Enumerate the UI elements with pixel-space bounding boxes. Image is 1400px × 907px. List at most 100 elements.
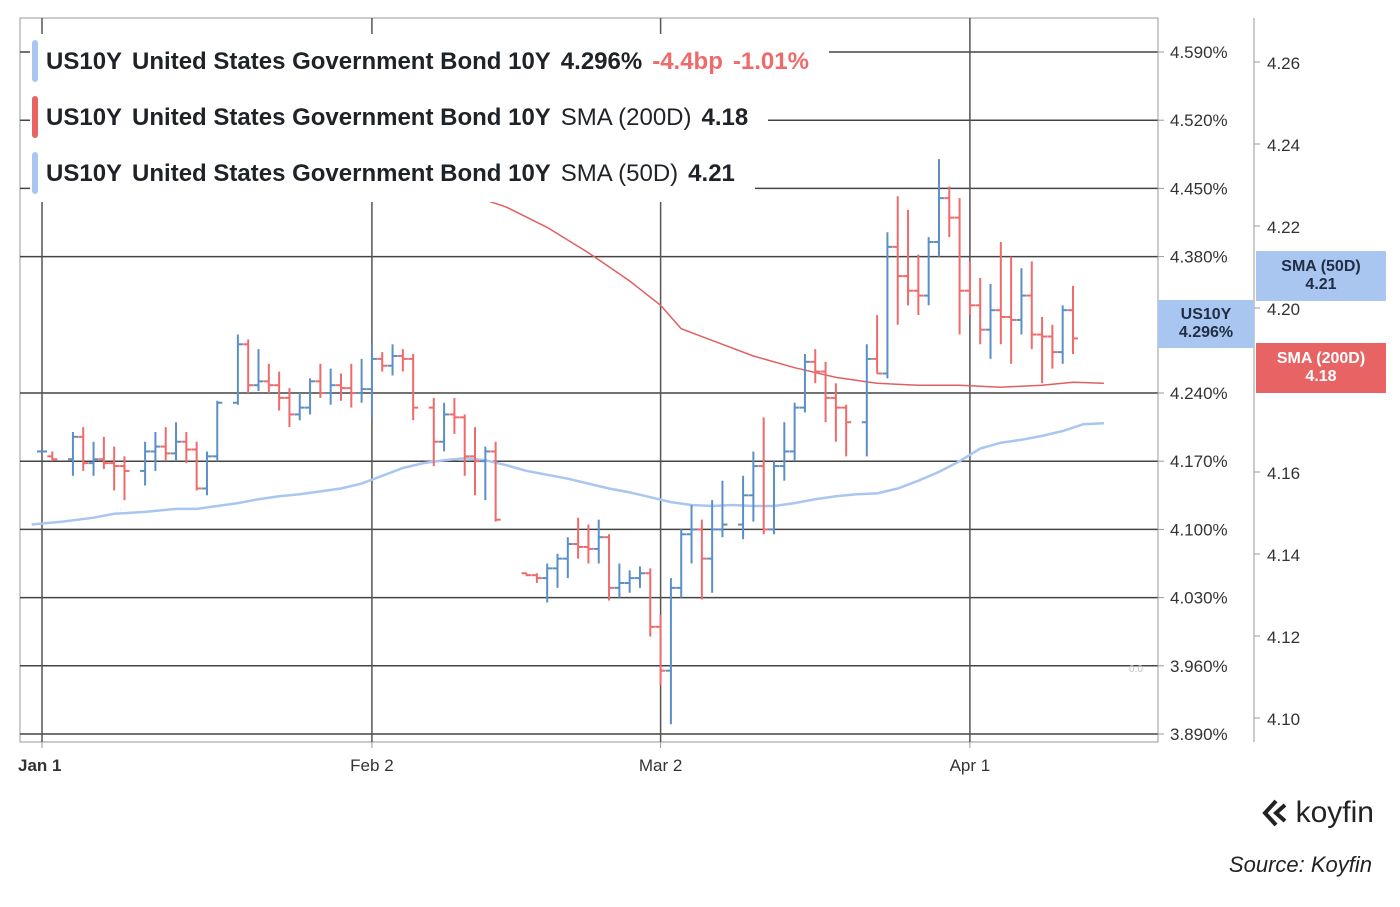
ohlc-bar (191, 441, 202, 491)
sma200-badge: SMA (200D) 4.18 (1256, 343, 1386, 393)
ohlc-bar (1016, 268, 1027, 335)
ohlc-bar (1006, 256, 1017, 364)
ohlc-bar (604, 534, 615, 601)
legend-name: United States Government Bond 10Y (132, 48, 551, 75)
ohlc-bar (655, 615, 666, 686)
legend-study: SMA (200D) (560, 104, 692, 131)
ohlc-bar (531, 573, 542, 583)
x-tick-label: Jan 1 (18, 756, 61, 775)
ohlc-bar (98, 436, 109, 469)
ohlc-bar (1057, 305, 1068, 364)
ohlc-bar (892, 196, 903, 325)
ohlc-bar (67, 431, 78, 476)
ohlc-bar (335, 373, 346, 401)
x-tick-label: Mar 2 (639, 756, 682, 775)
ohlc-bar (253, 349, 264, 392)
ohlc-bar (758, 417, 769, 535)
ohlc-bar (686, 505, 697, 564)
ohlc-bar (428, 397, 439, 467)
last-price-badge: US10Y 4.296% (1158, 300, 1254, 348)
legend-row-sma50[interactable]: US10Y United States Government Bond 10Y … (30, 146, 755, 202)
ohlc-bar (676, 529, 687, 598)
y-left-tick-label: 4.380% (1170, 248, 1228, 267)
ohlc-bar (665, 578, 676, 725)
brand-name: koyfin (1295, 796, 1374, 829)
ohlc-bar (521, 572, 532, 577)
y-right-tick-label: 4.14 (1267, 546, 1300, 565)
y-left-tick-label: 4.170% (1170, 452, 1228, 471)
ohlc-bar (212, 400, 223, 462)
chart-axes: 4.590% 4.520% 4.450% 4.380% 4.240% 4.170% 4.10… (18, 18, 1300, 775)
ohlc-bar (397, 349, 408, 372)
badge-value: 4.18 (1305, 368, 1337, 385)
ohlc-bar (903, 209, 914, 306)
ohlc-bar (933, 159, 944, 257)
ohlc-bar (470, 427, 481, 496)
ohlc-bar (944, 186, 955, 238)
ohlc-bar (439, 402, 450, 452)
ohlc-bar (1047, 324, 1058, 369)
y-left-tick-label: 3.890% (1170, 725, 1228, 744)
sma50-path (31, 421, 1104, 526)
ohlc-bar (562, 537, 573, 579)
ohlc-bar (315, 363, 326, 398)
ohlc-bar (799, 354, 810, 413)
ohlc-bar (696, 519, 707, 600)
legend-study: SMA (50D) (560, 160, 679, 187)
ohlc-bar (810, 349, 821, 384)
legend-symbol: US10Y (46, 48, 123, 75)
ohlc-bar (459, 414, 470, 476)
ohlc-bar (1068, 285, 1078, 355)
ohlc-bar (387, 344, 398, 376)
koyfin-mark-icon (1261, 799, 1286, 827)
ohlc-bar (789, 402, 800, 462)
ohlc-bar (243, 339, 254, 393)
koyfin-logo[interactable]: koyfin (1261, 796, 1374, 830)
ohlc-bar (645, 568, 656, 637)
ohlc-bar (88, 441, 99, 476)
ohlc-bar (47, 451, 58, 462)
ohlc-bar (872, 315, 883, 375)
y-right-tick-label: 4.20 (1267, 300, 1300, 319)
ohlc-bar (325, 368, 336, 405)
ohlc-bar (377, 352, 388, 372)
ohlc-bar (201, 451, 212, 496)
ohlc-bar (748, 451, 759, 522)
ohlc-bar (346, 363, 357, 408)
ohlc-bar (634, 566, 645, 588)
ohlc-bar (593, 519, 604, 564)
ohlc-bar (294, 393, 305, 421)
y-left-tick-label: 4.030% (1170, 589, 1228, 608)
y-left-tick-label: 4.100% (1170, 520, 1228, 539)
source-note: Source: Koyfin (1228, 852, 1372, 877)
y-left-tick-label: 4.590% (1170, 43, 1228, 62)
sma50-badge: SMA (50D) 4.21 (1256, 251, 1386, 301)
legend-swatch-price (32, 40, 38, 82)
ohlc-bar (779, 422, 790, 481)
y-right-tick-label: 4.24 (1267, 136, 1300, 155)
ohlc-bar (449, 397, 460, 434)
badge-label: SMA (50D) (1281, 258, 1361, 275)
ohlc-bar (841, 404, 852, 457)
legend-change-pct: -1.01% (732, 48, 809, 75)
y-left-tick-label: 3.960% (1170, 657, 1228, 676)
ohlc-bar (975, 278, 986, 345)
y-right-tick-label: 4.16 (1267, 464, 1300, 483)
ohlc-bar (408, 354, 419, 421)
ohlc-bar (171, 422, 182, 462)
ohlc-bars (37, 159, 1078, 725)
badge-label: US10Y (1180, 306, 1232, 323)
ohlc-bar (830, 383, 841, 442)
legend-swatch-sma200 (32, 96, 38, 138)
legend-row-sma200[interactable]: US10Y United States Government Bond 10Y … (30, 90, 769, 146)
ohlc-bar (964, 261, 975, 316)
ohlc-bar (160, 427, 171, 462)
ohlc-bar (954, 198, 965, 335)
legend-row-price[interactable]: US10Y United States Government Bond 10Y … (30, 34, 829, 90)
legend-change-bp: -4.4bp (652, 48, 723, 75)
ohlc-bar (624, 570, 635, 593)
ohlc-bar (366, 344, 377, 418)
ohlc-bar (1026, 261, 1037, 350)
x-tick-label: Feb 2 (350, 756, 393, 775)
ohlc-bar (1037, 317, 1048, 384)
